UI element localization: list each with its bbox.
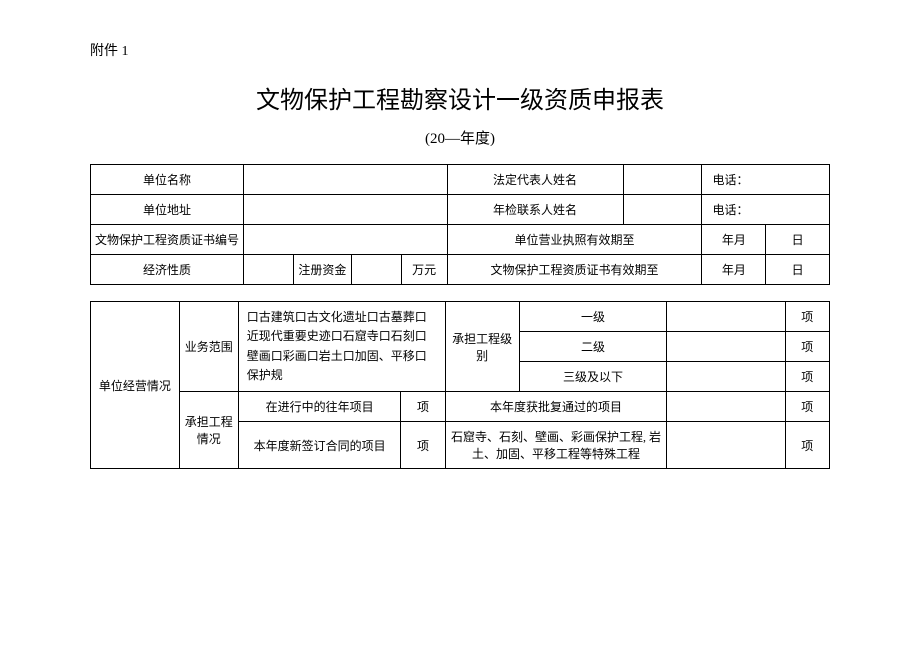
cell-phone2-label: 电话：: [702, 195, 830, 225]
table-row: 经济性质 注册资金 万元 文物保护工程资质证书有效期至 年月 日: [91, 255, 830, 285]
table-row: 单位名称 法定代表人姓名 电话：: [91, 165, 830, 195]
cell-address-label: 单位地址: [91, 195, 244, 225]
cell-newcontract-unit: 项: [401, 422, 445, 469]
cell-level3-label: 三级及以下: [519, 362, 667, 392]
cell-cert-no-label: 文物保护工程资质证书编号: [91, 225, 244, 255]
cell-special-value: [667, 422, 785, 469]
cell-level2-value: [667, 332, 785, 362]
cell-level1-unit: 项: [785, 302, 829, 332]
cell-cert-ym: 年月: [702, 255, 766, 285]
cell-cert-valid-label: 文物保护工程资质证书有效期至: [447, 255, 702, 285]
cell-cert-no-value: [244, 225, 448, 255]
main-title: 文物保护工程勘察设计一级资质申报表: [90, 80, 830, 115]
sub-title: (20—年度): [90, 127, 830, 148]
cell-legal-rep-label: 法定代表人姓名: [447, 165, 623, 195]
cell-license-valid-label: 单位营业执照有效期至: [447, 225, 702, 255]
cell-scope-value: 口古建筑口古文化遗址口古墓葬口近现代重要史迹口石窟寺口石刻口壁画口彩画口岩土口加…: [238, 302, 445, 392]
cell-license-ym: 年月: [702, 225, 766, 255]
cell-level3-unit: 项: [785, 362, 829, 392]
cell-ops-label: 单位经营情况: [91, 302, 180, 469]
cell-phone1-label: 电话：: [702, 165, 830, 195]
cell-scope-label: 业务范围: [179, 302, 238, 392]
cell-level1-value: [667, 302, 785, 332]
cell-contact-value: [623, 195, 702, 225]
cell-reg-capital-value: [352, 255, 402, 285]
cell-unit-name-label: 单位名称: [91, 165, 244, 195]
cell-ongoing-label: 在进行中的往年项目: [238, 392, 401, 422]
cell-unit-name-value: [244, 165, 448, 195]
cell-approved-label: 本年度获批复通过的项目: [445, 392, 667, 422]
cell-level-label: 承担工程级别: [445, 302, 519, 392]
table-basic-info: 单位名称 法定代表人姓名 电话： 单位地址 年检联系人姓名 电话： 文物保护工程…: [90, 164, 830, 285]
cell-approved-unit: 项: [785, 392, 829, 422]
cell-ongoing-unit: 项: [401, 392, 445, 422]
cell-level2-unit: 项: [785, 332, 829, 362]
cell-reg-capital-label: 注册资金: [293, 255, 352, 285]
cell-econ-nature-label: 经济性质: [91, 255, 244, 285]
cell-proj-status-label: 承担工程情况: [179, 392, 238, 469]
table-row: 承担工程情况 在进行中的往年项目 项 本年度获批复通过的项目 项: [91, 392, 830, 422]
table-row: 单位地址 年检联系人姓名 电话：: [91, 195, 830, 225]
cell-level3-value: [667, 362, 785, 392]
table-row: 文物保护工程资质证书编号 单位营业执照有效期至 年月 日: [91, 225, 830, 255]
cell-level1-label: 一级: [519, 302, 667, 332]
cell-approved-value: [667, 392, 785, 422]
cell-contact-label: 年检联系人姓名: [447, 195, 623, 225]
cell-newcontract-label: 本年度新签订合同的项目: [238, 422, 401, 469]
cell-special-label: 石窟寺、石刻、壁画、彩画保护工程, 岩土、加固、平移工程等特殊工程: [445, 422, 667, 469]
cell-wanyuan: 万元: [401, 255, 447, 285]
cell-econ-nature-value: [244, 255, 294, 285]
cell-special-unit: 项: [785, 422, 829, 469]
attachment-label: 附件 1: [90, 40, 830, 60]
cell-cert-d: 日: [766, 255, 830, 285]
cell-license-d: 日: [766, 225, 830, 255]
cell-address-value: [244, 195, 448, 225]
table-row: 单位经营情况 业务范围 口古建筑口古文化遗址口古墓葬口近现代重要史迹口石窟寺口石…: [91, 302, 830, 332]
cell-legal-rep-value: [623, 165, 702, 195]
cell-level2-label: 二级: [519, 332, 667, 362]
table-operation-info: 单位经营情况 业务范围 口古建筑口古文化遗址口古墓葬口近现代重要史迹口石窟寺口石…: [90, 301, 830, 469]
